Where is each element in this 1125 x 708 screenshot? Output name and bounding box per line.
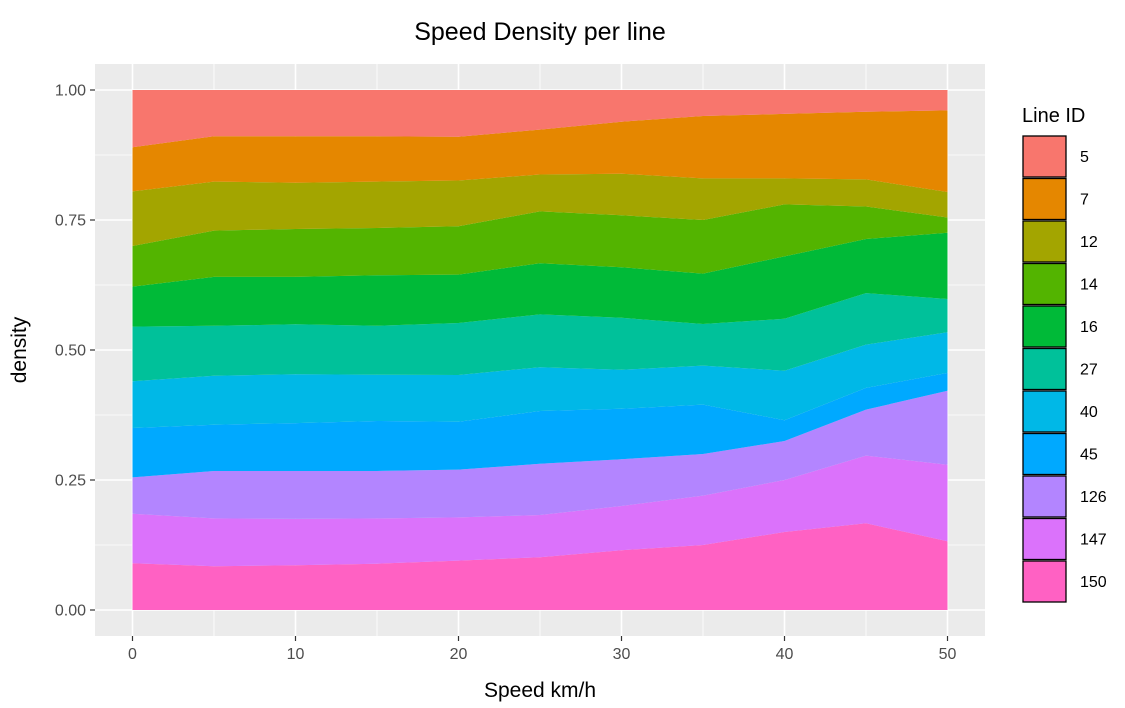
legend-key-16 (1022, 305, 1067, 348)
area-line-12 (132, 173, 948, 246)
legend-key-5 (1022, 135, 1067, 178)
area-line-147 (132, 455, 948, 567)
area-line-27 (132, 293, 948, 382)
legend-label-16: 16 (1080, 319, 1098, 336)
legend-key-40 (1022, 390, 1067, 433)
x-axis-title: Speed km/h (484, 679, 596, 702)
area-line-40 (132, 332, 948, 428)
x-tick-label: 0 (128, 646, 137, 663)
y-tick-label: 1.00 (55, 83, 86, 100)
legend-key-45 (1022, 432, 1067, 476)
legend-key-27 (1022, 347, 1067, 391)
legend-key-126 (1022, 475, 1067, 518)
legend-label-7: 7 (1080, 192, 1089, 209)
legend-label-5: 5 (1080, 149, 1089, 166)
legend-label-14: 14 (1080, 277, 1098, 294)
x-tick-label: 10 (287, 646, 305, 663)
legend-label-126: 126 (1080, 489, 1107, 506)
legend-label-147: 147 (1080, 532, 1107, 549)
x-tick-label: 20 (450, 646, 468, 663)
y-tick-label: 0.50 (55, 343, 86, 360)
legend-key-12 (1022, 220, 1067, 263)
chart-title: Speed Density per line (414, 18, 666, 46)
x-tick-label: 30 (613, 646, 631, 663)
legend-key-14 (1022, 262, 1067, 306)
x-tick-label: 50 (939, 646, 957, 663)
y-tick-label: 0.25 (55, 473, 86, 490)
area-line-126 (132, 390, 948, 519)
y-axis-title: density (8, 316, 31, 383)
legend-key-150 (1022, 560, 1067, 603)
legend-key-147 (1022, 517, 1067, 561)
legend-title: Line ID (1022, 105, 1085, 127)
stacked-areas (132, 90, 948, 610)
legend-label-45: 45 (1080, 447, 1098, 464)
area-line-150 (132, 523, 948, 610)
area-line-7 (132, 110, 948, 192)
y-tick-label: 0.75 (55, 213, 86, 230)
x-axis: 0 10 20 30 40 50 (128, 636, 957, 663)
y-tick-label: 0.00 (55, 603, 86, 620)
area-line-14 (132, 204, 948, 287)
area-line-16 (132, 232, 948, 327)
area-line-5 (132, 90, 948, 148)
area-line-45 (132, 372, 948, 478)
legend: Line ID 5 7 12 14 16 27 40 45 126 147 150 (1022, 105, 1107, 603)
legend-label-27: 27 (1080, 362, 1098, 379)
legend-label-40: 40 (1080, 404, 1098, 421)
legend-key-7 (1022, 177, 1067, 221)
x-tick-label: 40 (776, 646, 794, 663)
y-axis: 0.00 0.25 0.50 0.75 1.00 (55, 83, 95, 620)
legend-label-12: 12 (1080, 234, 1098, 251)
legend-label-150: 150 (1080, 574, 1107, 591)
